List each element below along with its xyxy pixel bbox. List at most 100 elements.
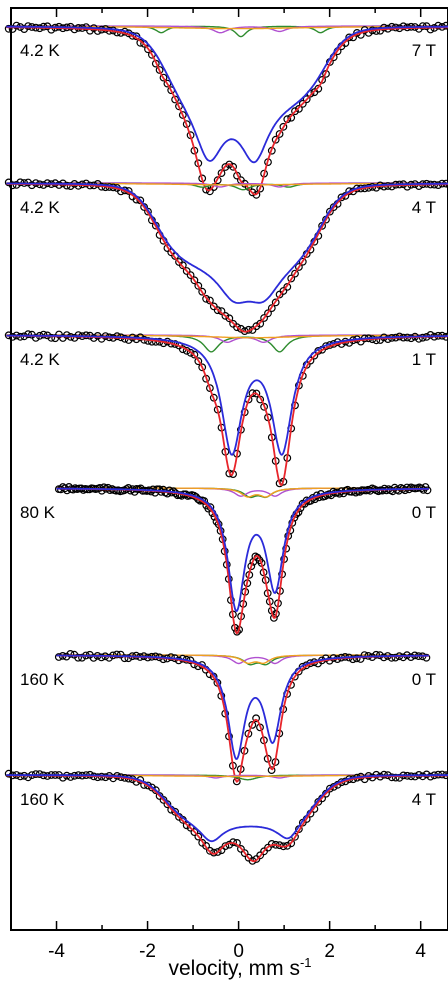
data-point — [194, 832, 203, 841]
data-point — [252, 190, 261, 199]
minor-component-line — [6, 334, 448, 339]
data-point — [221, 163, 230, 171]
data-point — [190, 828, 199, 836]
temperature-label: 160 K — [20, 790, 65, 809]
data-point — [423, 486, 432, 495]
data-point — [12, 21, 21, 30]
data-point — [182, 267, 191, 275]
data-point — [178, 111, 187, 119]
data-point — [109, 774, 118, 783]
data-point — [295, 104, 303, 113]
spectrum-panel: 80 K 0 T — [20, 483, 436, 636]
data-point — [229, 838, 238, 847]
data-point — [422, 653, 431, 662]
data-point — [186, 271, 195, 280]
data-point — [186, 348, 195, 357]
data-point — [66, 773, 75, 781]
data-point — [233, 627, 241, 636]
data-point — [372, 650, 381, 659]
data-point — [182, 821, 191, 830]
data-point — [155, 66, 164, 74]
data-point — [99, 483, 108, 492]
main-component-line — [6, 25, 448, 164]
data-point — [283, 283, 292, 291]
field-label: 4 T — [412, 198, 436, 217]
x-axis-title-text: velocity, mm s — [168, 957, 299, 980]
x-axis-ticks: -4 -2 0 2 4 — [10, 921, 426, 962]
temperature-label: 4.2 K — [20, 198, 60, 217]
data-point — [252, 714, 261, 723]
data-point — [221, 312, 230, 320]
data-point — [415, 182, 423, 191]
data-point — [159, 73, 168, 82]
spectrum-panel: 4.2 K 7 T — [4, 21, 448, 199]
data-point — [326, 784, 334, 793]
data-point — [194, 357, 203, 366]
data-point — [267, 304, 276, 313]
data-point — [314, 84, 323, 93]
data-point — [202, 294, 211, 303]
total-fit-line — [6, 183, 448, 333]
x-tick-label: -4 — [48, 941, 65, 962]
data-point — [360, 651, 369, 659]
data-point — [271, 135, 280, 144]
temperature-label: 160 K — [20, 670, 65, 689]
data-point — [120, 654, 129, 663]
data-point — [4, 769, 13, 778]
data-point — [198, 287, 207, 296]
data-point — [236, 324, 245, 333]
data-point — [376, 651, 384, 660]
data-point — [105, 653, 113, 662]
data-point — [426, 331, 435, 339]
data-point — [387, 773, 396, 782]
data-point — [190, 276, 199, 285]
data-point — [407, 653, 415, 661]
data-point — [31, 770, 40, 778]
data-point — [112, 650, 121, 659]
data-point — [198, 363, 207, 372]
field-label: 7 T — [412, 41, 436, 60]
field-label: 1 T — [412, 350, 436, 369]
data-point — [124, 654, 133, 663]
data-point — [349, 655, 357, 664]
data-point — [391, 653, 400, 662]
x-axis-title-superscript: -1 — [300, 955, 312, 970]
data-point — [66, 182, 75, 191]
data-point — [247, 562, 256, 571]
data-point — [298, 257, 307, 266]
data-point — [213, 306, 222, 315]
data-point — [54, 653, 63, 661]
data-point — [275, 130, 284, 138]
data-point — [78, 653, 86, 662]
data-point — [298, 99, 307, 108]
data-point — [256, 851, 265, 860]
field-label: 4 T — [412, 790, 436, 809]
data-point — [271, 298, 280, 307]
data-point — [205, 296, 214, 305]
data-point — [291, 107, 299, 116]
data-point — [434, 21, 443, 30]
data-point — [35, 770, 44, 778]
data-point — [221, 842, 230, 850]
data-point — [279, 287, 288, 295]
data-point — [318, 75, 327, 84]
spectrum-panel: 160 K 0 T — [20, 650, 436, 786]
data-point — [194, 281, 203, 290]
total-fit-line — [56, 654, 429, 783]
data-point — [202, 842, 211, 850]
data-point — [163, 800, 172, 809]
axes-frame — [10, 7, 448, 931]
data-point — [279, 122, 288, 131]
data-point — [233, 323, 241, 332]
data-point — [205, 187, 214, 196]
main-component-line — [6, 774, 448, 843]
data-point — [387, 653, 396, 662]
data-point — [260, 314, 269, 322]
spectrum-panel: 160 K 4 T — [4, 769, 448, 865]
temperature-label: 80 K — [20, 503, 56, 522]
data-point — [267, 766, 276, 774]
field-label: 0 T — [412, 503, 436, 522]
spectrum-panel: 4.2 K 4 T — [4, 178, 448, 336]
data-point — [217, 169, 226, 178]
data-point — [399, 22, 408, 31]
